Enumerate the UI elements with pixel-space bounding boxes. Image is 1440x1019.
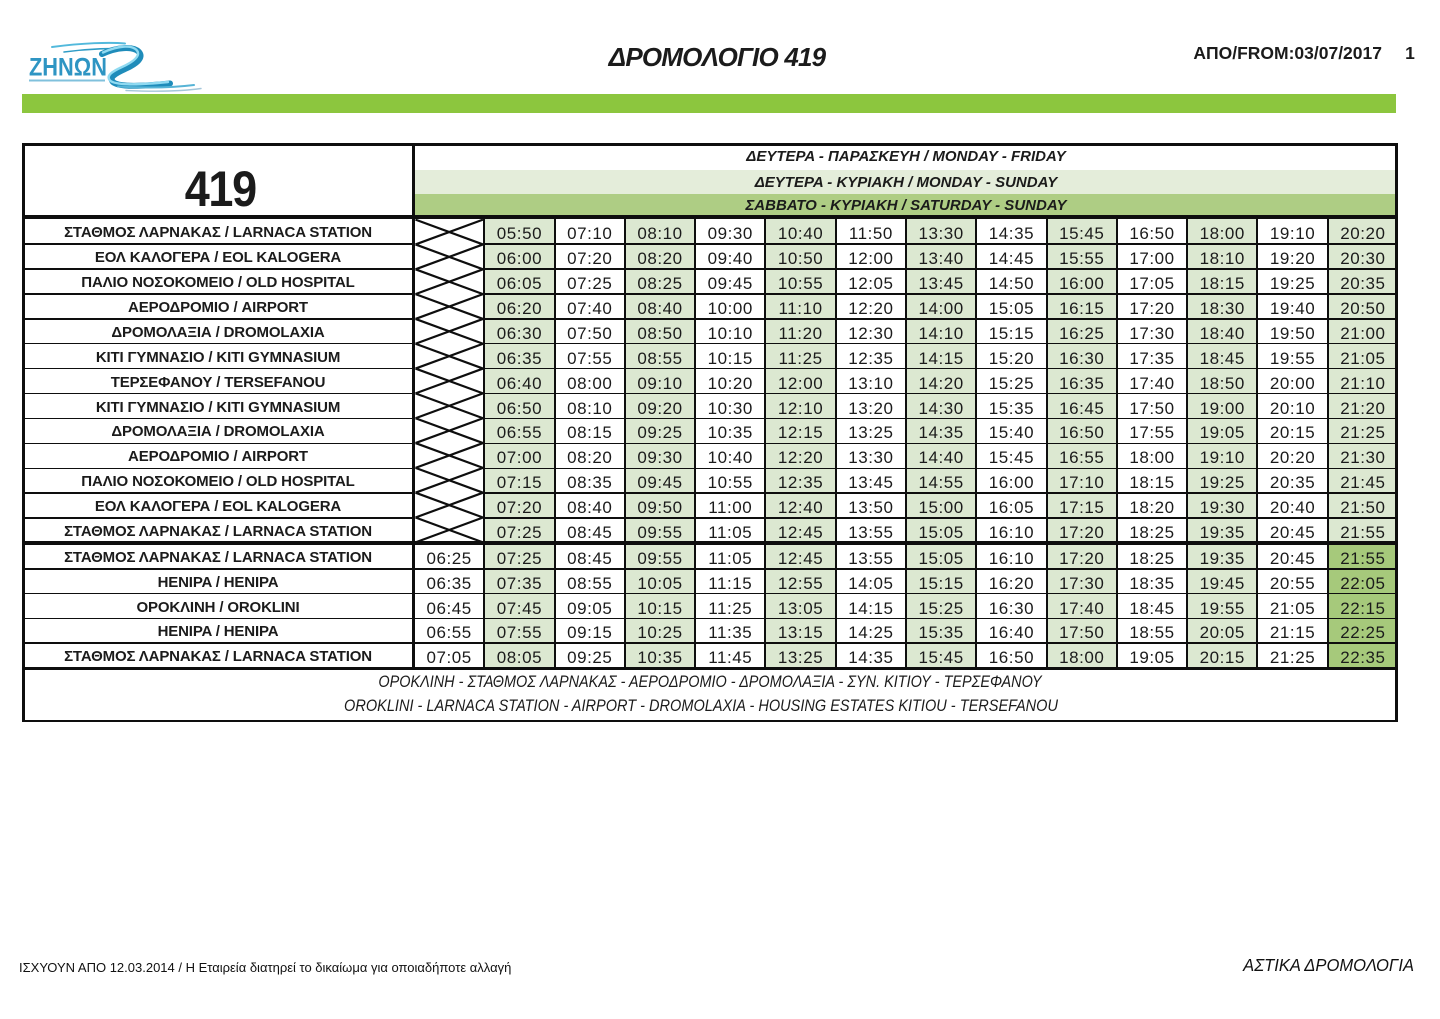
svg-text:ΖΗΝΩΝ: ΖΗΝΩΝ: [29, 54, 107, 82]
